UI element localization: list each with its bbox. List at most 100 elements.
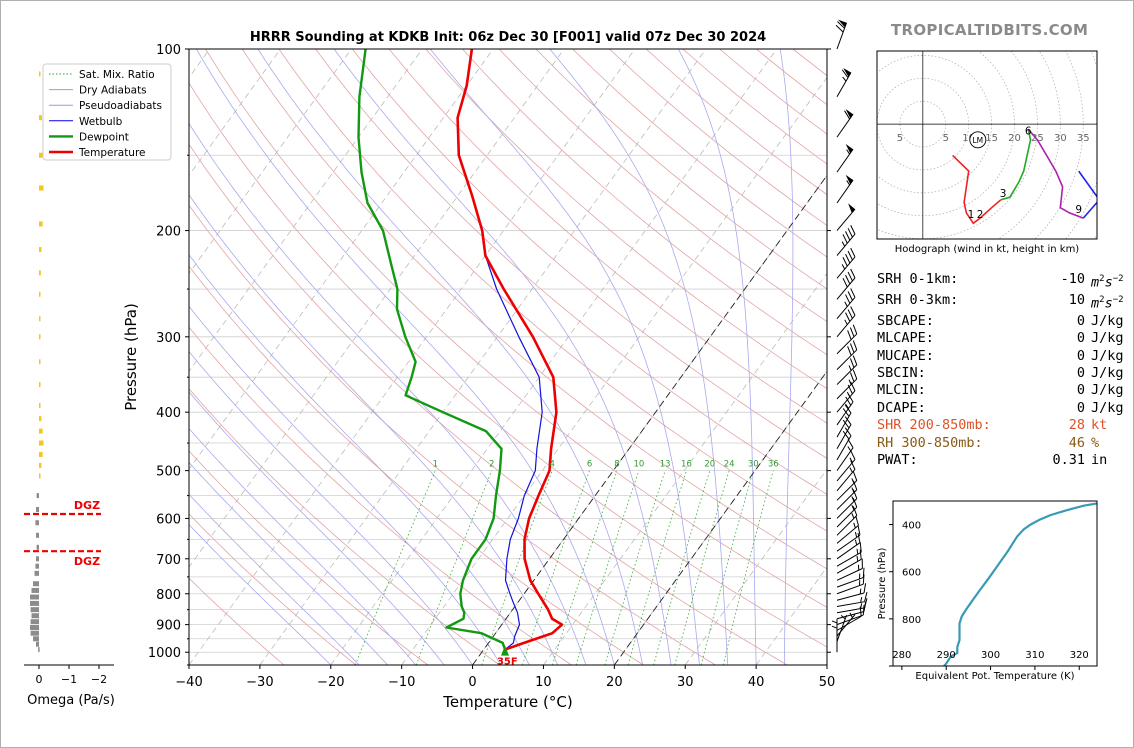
x-tick-label: 20: [606, 675, 623, 690]
storm-motion-marker: [969, 131, 987, 149]
barb-staff: [836, 506, 858, 528]
barb-full: [852, 369, 858, 380]
barb-staff: [836, 480, 858, 501]
barb-full: [861, 558, 863, 569]
mixing-ratio-label: 1: [433, 460, 438, 470]
legend-label: Wetbulb: [79, 116, 123, 128]
mixing-ratio-line: [674, 470, 730, 665]
barb-half: [849, 457, 853, 463]
mixing-ratio-label: 8: [614, 460, 619, 470]
pseudoadiabat: [257, 49, 644, 665]
dry-adiabat: [189, 265, 644, 665]
pseudoadiabat: [333, 49, 672, 665]
hodograph-ring: [871, 46, 1111, 261]
y-tick-label: 700: [156, 553, 181, 568]
wind-barb: [836, 144, 854, 173]
isotherm: [189, 49, 494, 470]
barb-full: [842, 419, 850, 429]
wind-barb: [836, 615, 848, 642]
wind-barb: [836, 606, 862, 631]
wind-barb: [836, 583, 867, 601]
barb-flag: [845, 174, 854, 185]
index-name: SBCAPE:: [877, 312, 934, 329]
barb-full: [850, 306, 856, 316]
wind-barb: [836, 324, 858, 355]
barb-half: [845, 403, 849, 409]
omega-bar: [36, 493, 39, 499]
y-tick-label: 100: [156, 43, 181, 58]
barb-half: [848, 379, 852, 385]
barb-staff: [836, 364, 858, 385]
barb-half: [842, 76, 847, 82]
theta-e-y-tick-label: 400: [902, 521, 921, 532]
barb-staff: [836, 179, 854, 204]
index-value: 0.31: [1052, 452, 1085, 469]
dry-adiabat: [462, 49, 827, 356]
hodograph-ring: [1034, 51, 1084, 239]
omega-bar: [39, 382, 41, 388]
index-unit: J/kg: [1091, 382, 1124, 399]
barb-half: [854, 532, 858, 538]
wind-barb: [836, 532, 861, 560]
hodograph-height-label: 6: [1025, 126, 1032, 138]
omega-bar: [39, 221, 43, 227]
omega-bar: [36, 532, 39, 538]
barb-half: [853, 522, 856, 529]
barb-full: [845, 253, 851, 264]
omega-bar: [39, 416, 42, 422]
barb-full: [847, 438, 854, 448]
index-name: SRH 0-3km:: [877, 291, 959, 308]
barb-half: [856, 548, 859, 555]
omega-bar: [30, 625, 39, 631]
storm-motion-marker: [993, 257, 1009, 261]
omega-bar: [33, 581, 39, 587]
wind-barb: [836, 549, 862, 574]
x-tick-label: 30: [677, 675, 694, 690]
index-name: MUCAPE:: [877, 347, 934, 364]
mixing-ratio-line: [354, 470, 436, 665]
hodograph-ring-label: 15: [985, 133, 998, 144]
dry-adiabat: [189, 450, 429, 665]
barb-flag: [843, 68, 851, 77]
dry-adiabat: [498, 49, 827, 323]
pseudoadiabat: [189, 254, 530, 665]
index-unit: m2s−2: [1091, 274, 1124, 291]
mixing-ratio-line: [481, 470, 553, 665]
index-row: RH 300-850mb: 46%: [877, 435, 1124, 452]
omega-bar: [36, 641, 39, 647]
surface-temp-label: 35F: [497, 657, 518, 668]
wind-barb: [836, 542, 862, 567]
hodograph-height-label: 1: [968, 209, 975, 221]
barb-half: [841, 241, 846, 247]
wind-barb: [836, 225, 856, 256]
hodograph-panel: 5510152025303512369LMRMHodograph (wind i…: [871, 46, 1111, 261]
hodograph-height-label: 9: [1075, 204, 1082, 216]
index-name: RH 300-850mb:: [877, 434, 983, 451]
wind-barb: [836, 174, 854, 204]
index-name: DCAPE:: [877, 399, 926, 416]
index-unit: J/kg: [1091, 312, 1124, 329]
barb-half: [854, 539, 858, 546]
wind-barb: [836, 393, 854, 426]
barb-full: [847, 346, 852, 356]
pseudoadiabat: [189, 493, 360, 665]
isotherm: [189, 49, 352, 275]
index-name: SRH 0-1km:: [877, 271, 959, 287]
omega-bar: [35, 520, 39, 526]
barb-full: [844, 404, 852, 414]
wind-barb: [836, 340, 858, 370]
mixing-ratio-label: 6: [587, 460, 592, 470]
barb-staff: [836, 558, 862, 574]
dry-adiabat: [189, 204, 716, 665]
wind-barb: [836, 416, 852, 450]
omega-bar: [39, 473, 41, 479]
index-value: 28: [1068, 417, 1085, 434]
index-unit: kt: [1091, 417, 1108, 434]
barb-half: [856, 555, 859, 562]
index-value: 0: [1076, 399, 1085, 416]
mixing-ratio-line: [604, 470, 666, 665]
index-value: 0: [1076, 382, 1085, 399]
dry-adiabat: [205, 49, 827, 608]
index-value: 46: [1068, 434, 1085, 451]
